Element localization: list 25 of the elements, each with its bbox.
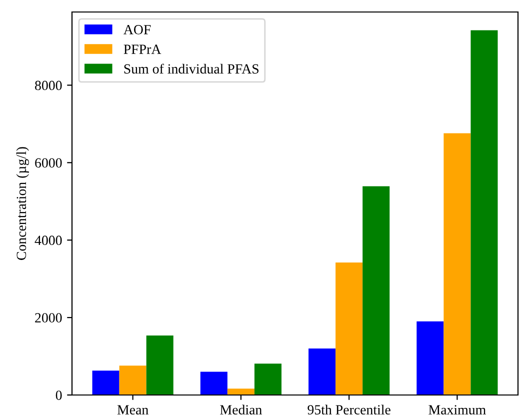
bar xyxy=(254,364,282,395)
y-tick-label: 8000 xyxy=(35,80,62,90)
legend-label: PFPrA xyxy=(124,44,162,54)
legend-label: Sum of individual PFAS xyxy=(124,64,258,74)
bar xyxy=(336,262,363,395)
y-tick-label: 4000 xyxy=(34,236,62,246)
x-tick-label: Maximum xyxy=(428,405,486,414)
y-axis-title: Concentration (µg/l) xyxy=(16,147,29,260)
bar xyxy=(416,321,444,395)
bar xyxy=(92,370,120,395)
legend-label: AOF xyxy=(124,25,151,34)
bar xyxy=(362,186,390,395)
bar xyxy=(227,388,254,395)
x-tick-label: Median xyxy=(220,404,262,414)
x-tick-label: Mean xyxy=(117,405,148,414)
y-tick-label: 2000 xyxy=(35,313,62,323)
bar xyxy=(146,336,174,395)
bar xyxy=(444,133,471,395)
y-tick-label: 6000 xyxy=(35,158,62,168)
bar xyxy=(308,348,336,395)
y-tick-label: 0 xyxy=(56,390,62,400)
x-tick-label: 95th Percentile xyxy=(308,404,390,414)
bar xyxy=(470,30,498,395)
bar xyxy=(200,372,228,395)
bar xyxy=(119,366,146,395)
